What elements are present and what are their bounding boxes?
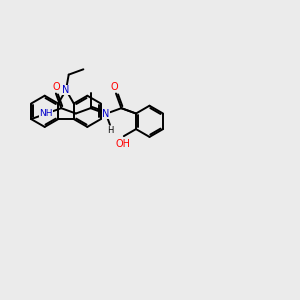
Text: NH: NH <box>39 109 52 118</box>
Text: N: N <box>62 85 70 95</box>
Text: N: N <box>102 109 110 119</box>
Text: H: H <box>107 126 113 135</box>
Text: O: O <box>52 82 60 92</box>
Text: OH: OH <box>116 139 131 148</box>
Text: O: O <box>111 82 118 92</box>
